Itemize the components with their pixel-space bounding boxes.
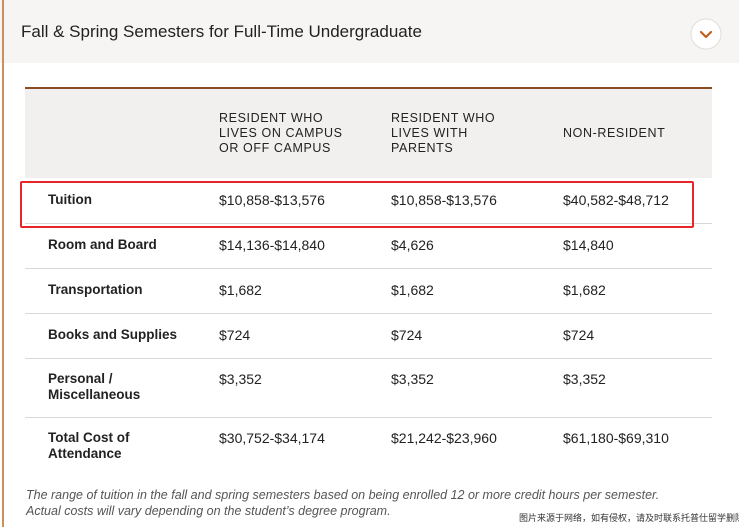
- cell: $14,136-$14,840: [219, 237, 325, 253]
- row-separator: [25, 417, 712, 418]
- row-label: Room and Board: [48, 237, 157, 252]
- cell: $3,352: [391, 371, 434, 387]
- column-header: PARENTS: [391, 141, 454, 155]
- cell: $3,352: [219, 371, 262, 387]
- cell: $724: [563, 327, 595, 343]
- row-separator: [25, 358, 712, 359]
- cell: $21,242-$23,960: [391, 430, 497, 446]
- cell: $1,682: [391, 282, 434, 298]
- column-header: RESIDENT WHO: [219, 111, 324, 125]
- cell: $3,352: [563, 371, 606, 387]
- accordion-header[interactable]: [0, 0, 739, 63]
- row-separator: [25, 223, 712, 224]
- cell: $724: [219, 327, 251, 343]
- table-top-border: [25, 87, 712, 89]
- cell: $1,682: [219, 282, 262, 298]
- row-label: Transportation: [48, 282, 143, 297]
- table-header: [25, 89, 712, 178]
- row-label: Total Cost of Attendance: [48, 430, 130, 461]
- highlight-box: [20, 181, 694, 228]
- row-label: Tuition: [48, 192, 92, 207]
- accordion-title: Fall & Spring Semesters for Full-Time Un…: [21, 22, 422, 41]
- cell: $10,858-$13,576: [219, 192, 325, 208]
- cell: $4,626: [391, 237, 434, 253]
- cell: $10,858-$13,576: [391, 192, 497, 208]
- cell: $61,180-$69,310: [563, 430, 669, 446]
- column-header: OR OFF CAMPUS: [219, 141, 331, 155]
- column-header: LIVES WITH: [391, 126, 468, 140]
- column-header: LIVES ON CAMPUS: [219, 126, 343, 140]
- footnote: Actual costs will vary depending on the …: [26, 504, 391, 518]
- cell: $14,840: [563, 237, 614, 253]
- row-label: Books and Supplies: [48, 327, 178, 342]
- row-separator: [25, 268, 712, 269]
- cell: $30,752-$34,174: [219, 430, 325, 446]
- column-header: NON-RESIDENT: [563, 126, 666, 140]
- cell: $40,582-$48,712: [563, 192, 669, 208]
- cell: $1,682: [563, 282, 606, 298]
- column-header: RESIDENT WHO: [391, 111, 496, 125]
- footnote: The range of tuition in the fall and spr…: [26, 488, 660, 502]
- row-label: Personal / Miscellaneous: [48, 371, 141, 402]
- left-border: [2, 0, 4, 527]
- watermark: 图片来源于网络，如有侵权，请及时联系托普仕留学删除: [519, 513, 739, 523]
- row-separator: [25, 313, 712, 314]
- toggle-button[interactable]: [690, 18, 722, 50]
- cell: $724: [391, 327, 423, 343]
